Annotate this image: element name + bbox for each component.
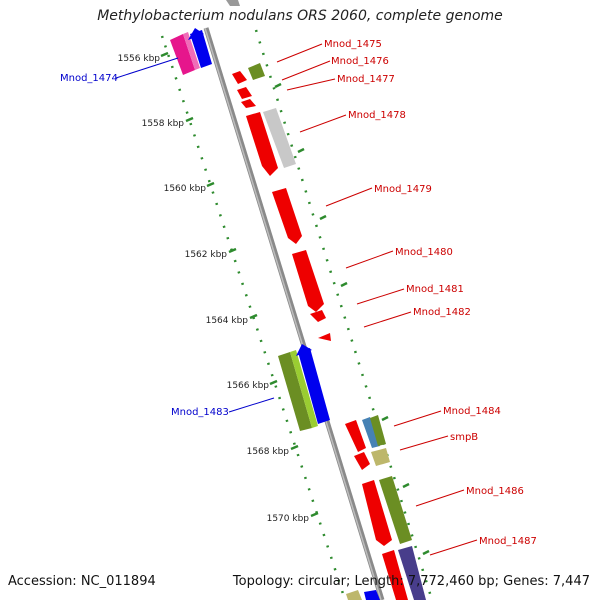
gene-arrow-olive bbox=[379, 476, 412, 544]
gene-arrow-red bbox=[345, 420, 366, 452]
gene-mnod-1483-group bbox=[278, 344, 330, 431]
gene-arrow-slateblue bbox=[398, 546, 426, 600]
gene-arrow-red-small bbox=[232, 71, 247, 84]
kbp-label: 1562 kbp bbox=[185, 250, 228, 260]
gene-arrow-blue-tip bbox=[188, 28, 204, 40]
gene-label-mnod-1479: Mnod_1479 bbox=[374, 184, 432, 195]
top-ticks bbox=[160, 35, 172, 61]
genome-backbone bbox=[203, 27, 385, 600]
map-title: Methylobacterium nodulans ORS 2060, comp… bbox=[97, 8, 503, 24]
gene-label-mnod-1474: Mnod_1474 bbox=[60, 73, 118, 84]
gene-label-mnod-1481: Mnod_1481 bbox=[406, 284, 464, 295]
gene-arrow-olive-light bbox=[290, 350, 318, 428]
kbp-label: 1568 kbp bbox=[247, 447, 290, 457]
gene-arrow-red-small bbox=[354, 452, 370, 470]
gene-label-mnod-1477: Mnod_1477 bbox=[337, 74, 395, 85]
gene-arrow-red bbox=[292, 250, 324, 312]
gene-arrow-red bbox=[246, 112, 278, 176]
kbp-label: 1556 kbp bbox=[118, 54, 161, 64]
gene-arrow-pink-shade bbox=[183, 32, 200, 70]
inner-major-ticks bbox=[274, 82, 430, 556]
gene-arrow-pink bbox=[170, 34, 195, 75]
gene-mnod-1474-group bbox=[170, 28, 212, 75]
gene-arrow-red-small bbox=[318, 333, 331, 341]
gene-label-mnod-1482: Mnod_1482 bbox=[413, 307, 471, 318]
gene-arrow-olive bbox=[370, 415, 386, 446]
gene-arrow-red-small bbox=[237, 87, 252, 99]
kbp-label: 1570 kbp bbox=[267, 514, 310, 524]
gene-label-mnod-1484: Mnod_1484 bbox=[443, 406, 501, 417]
gene-arrow-khaki bbox=[371, 448, 390, 466]
gene-arrow-red bbox=[272, 188, 302, 244]
gene-arrow-khaki-partial bbox=[346, 590, 362, 600]
gene-arrow-partial-top bbox=[226, 0, 240, 6]
gene-arrow-steelblue bbox=[362, 417, 380, 448]
gene-arrow-blue bbox=[190, 30, 212, 68]
gene-arrow-blue-tip bbox=[296, 344, 312, 356]
kbp-label: 1564 kbp bbox=[206, 316, 249, 326]
gene-arrow-red-small bbox=[310, 310, 326, 322]
gene-label-mnod-1483: Mnod_1483 bbox=[171, 407, 229, 418]
gene-arrow-red bbox=[362, 480, 392, 546]
gene-label-mnod-1478: Mnod_1478 bbox=[348, 110, 406, 121]
callout-lines bbox=[115, 43, 478, 556]
kbp-label: 1558 kbp bbox=[142, 119, 185, 129]
gene-label-mnod-1475: Mnod_1475 bbox=[324, 39, 382, 50]
accession-text: Accession: NC_011894 bbox=[8, 574, 156, 589]
gene-arrow-olive bbox=[278, 352, 312, 431]
kbp-tick-marks bbox=[160, 51, 319, 518]
gene-arrow-blue-partial bbox=[364, 590, 380, 600]
gene-label-mnod-1480: Mnod_1480 bbox=[395, 247, 453, 258]
gene-label-smpb: smpB bbox=[450, 432, 478, 443]
genome-backbone-highlight bbox=[204, 27, 382, 600]
gene-arrow-olive-small bbox=[248, 63, 265, 80]
gene-label-mnod-1487: Mnod_1487 bbox=[479, 536, 537, 547]
kbp-label: 1560 kbp bbox=[164, 184, 207, 194]
gene-arrow-blue bbox=[298, 348, 330, 424]
kbp-label: 1566 kbp bbox=[227, 381, 270, 391]
gene-label-mnod-1486: Mnod_1486 bbox=[466, 486, 524, 497]
topology-text: Topology: circular; Length: 7,772,460 bp… bbox=[232, 574, 590, 589]
gene-arrow-red-small bbox=[241, 99, 256, 108]
gene-arrow-grey bbox=[263, 108, 296, 168]
gene-label-mnod-1476: Mnod_1476 bbox=[331, 56, 389, 67]
gene-arrow-red bbox=[382, 550, 408, 600]
forward-genes bbox=[232, 63, 426, 600]
